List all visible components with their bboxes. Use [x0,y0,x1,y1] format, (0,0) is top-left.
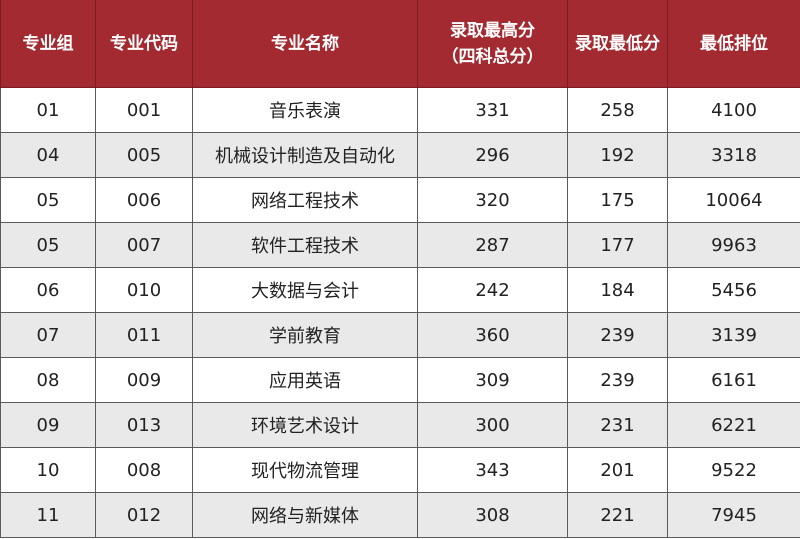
cell-min-score: 177 [567,222,668,268]
cell-min-score: 184 [567,267,668,313]
cell-max-score: 287 [417,222,568,268]
cell-major-name: 音乐表演 [192,87,418,133]
cell-group: 05 [0,177,96,223]
cell-min-rank: 7945 [667,492,800,538]
cell-major-code: 011 [95,312,193,358]
cell-max-score: 360 [417,312,568,358]
cell-group: 07 [0,312,96,358]
cell-group: 10 [0,447,96,493]
table-row: 05 007 软件工程技术 287 177 9963 [0,222,800,268]
header-max-score: 录取最高分 （四科总分） [417,0,568,88]
table-row: 01 001 音乐表演 331 258 4100 [0,87,800,133]
cell-max-score: 331 [417,87,568,133]
table-row: 04 005 机械设计制造及自动化 296 192 3318 [0,132,800,178]
table-row: 05 006 网络工程技术 320 175 10064 [0,177,800,223]
cell-min-score: 201 [567,447,668,493]
cell-min-rank: 6161 [667,357,800,403]
cell-major-name: 机械设计制造及自动化 [192,132,418,178]
cell-max-score: 296 [417,132,568,178]
table-row: 07 011 学前教育 360 239 3139 [0,312,800,358]
cell-major-code: 012 [95,492,193,538]
cell-max-score: 343 [417,447,568,493]
cell-major-code: 009 [95,357,193,403]
cell-max-score: 242 [417,267,568,313]
cell-group: 06 [0,267,96,313]
cell-min-rank: 10064 [667,177,800,223]
cell-major-name: 网络工程技术 [192,177,418,223]
cell-min-rank: 3318 [667,132,800,178]
table-row: 09 013 环境艺术设计 300 231 6221 [0,402,800,448]
cell-major-code: 006 [95,177,193,223]
cell-min-score: 192 [567,132,668,178]
header-max-score-sub: （四科总分） [441,46,544,67]
table-row: 08 009 应用英语 309 239 6161 [0,357,800,403]
cell-major-code: 008 [95,447,193,493]
cell-min-rank: 6221 [667,402,800,448]
header-group: 专业组 [0,0,96,88]
cell-max-score: 308 [417,492,568,538]
table-row: 10 008 现代物流管理 343 201 9522 [0,447,800,493]
cell-major-code: 005 [95,132,193,178]
cell-major-code: 013 [95,402,193,448]
header-max-score-label: 录取最高分 [450,20,535,41]
cell-min-rank: 5456 [667,267,800,313]
cell-min-score: 239 [567,312,668,358]
cell-min-score: 221 [567,492,668,538]
cell-group: 01 [0,87,96,133]
cell-major-code: 010 [95,267,193,313]
table-row: 11 012 网络与新媒体 308 221 7945 [0,492,800,538]
cell-major-name: 应用英语 [192,357,418,403]
cell-min-score: 239 [567,357,668,403]
cell-max-score: 300 [417,402,568,448]
cell-min-rank: 9963 [667,222,800,268]
cell-max-score: 309 [417,357,568,403]
cell-min-score: 258 [567,87,668,133]
cell-min-rank: 3139 [667,312,800,358]
header-row: 专业组 专业代码 专业名称 录取最高分 （四科总分） 录取最低分 最低排位 [0,0,800,88]
cell-group: 11 [0,492,96,538]
cell-major-name: 网络与新媒体 [192,492,418,538]
cell-min-score: 175 [567,177,668,223]
header-major-name: 专业名称 [192,0,418,88]
cell-group: 05 [0,222,96,268]
header-major-code: 专业代码 [95,0,193,88]
cell-min-rank: 9522 [667,447,800,493]
cell-major-name: 软件工程技术 [192,222,418,268]
cell-major-name: 大数据与会计 [192,267,418,313]
cell-major-name: 学前教育 [192,312,418,358]
cell-group: 08 [0,357,96,403]
header-min-score: 录取最低分 [567,0,668,88]
cell-group: 09 [0,402,96,448]
cell-min-rank: 4100 [667,87,800,133]
cell-major-name: 环境艺术设计 [192,402,418,448]
cell-major-name: 现代物流管理 [192,447,418,493]
table-row: 06 010 大数据与会计 242 184 5456 [0,267,800,313]
cell-max-score: 320 [417,177,568,223]
cell-major-code: 007 [95,222,193,268]
cell-major-code: 001 [95,87,193,133]
cell-group: 04 [0,132,96,178]
header-min-rank: 最低排位 [667,0,800,88]
table-body: 01 001 音乐表演 331 258 4100 04 005 机械设计制造及自动化 296 192… [0,87,800,538]
cell-min-score: 231 [567,402,668,448]
